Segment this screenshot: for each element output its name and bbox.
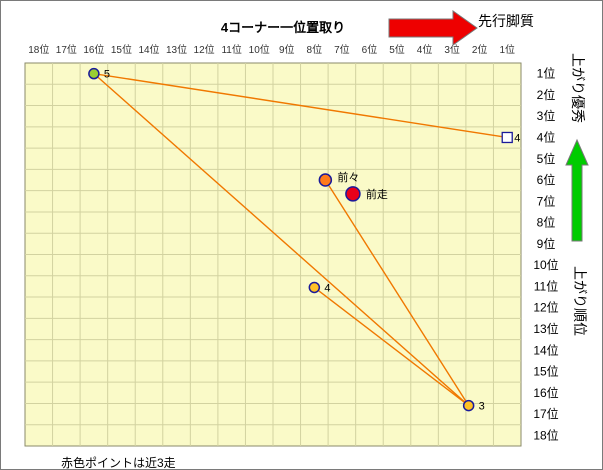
top-tick-label: 4位 xyxy=(417,43,433,56)
series-line xyxy=(93,73,470,407)
top-tick-label: 7位 xyxy=(334,43,350,56)
point-label: 4 xyxy=(324,282,330,294)
right-tick-label: 4位 xyxy=(537,129,556,144)
right-axis-ticks: 1位 2位 3位 4位 5位 6位 7位 8位 9位 10位 11位 12位 13位 14位 15位 16位 1… xyxy=(533,66,558,443)
green-arrow-icon xyxy=(565,138,589,242)
top-tick-label: 6位 xyxy=(362,43,378,56)
top-tick-label: 12位 xyxy=(194,43,215,56)
top-tick-label: 9位 xyxy=(279,43,295,56)
series-line xyxy=(324,179,470,406)
right-tick-label: 9位 xyxy=(537,236,556,251)
right-axis-label: 上がり順位 xyxy=(572,266,588,336)
top-tick-label: 13位 xyxy=(166,43,187,56)
top-tick-label: 10位 xyxy=(249,43,270,56)
series-lines xyxy=(93,72,508,407)
point-label: 5 xyxy=(104,69,110,81)
right-tick-label: 14位 xyxy=(533,342,558,357)
top-tick-label: 2位 xyxy=(472,43,488,56)
top-axis-ticks: 18位 17位 16位 15位 14位 13位 12位 11位 10位 9位 8位 7位 6位 5位 4位 3… xyxy=(28,43,515,56)
top-tick-label: 1位 xyxy=(499,43,515,56)
point-label: 前走 xyxy=(366,187,388,201)
point-label: 前々 xyxy=(337,170,359,184)
right-tick-label: 13位 xyxy=(533,321,558,336)
chart-title: 4コーナー一位置取り xyxy=(221,20,345,35)
top-tick-label: 8位 xyxy=(307,43,323,56)
right-arrow-label: 上がり優秀 xyxy=(570,53,586,123)
red-arrow-icon xyxy=(388,10,478,46)
right-tick-label: 16位 xyxy=(533,385,558,400)
top-arrow-label: 先行脚質 xyxy=(478,13,534,29)
data-point xyxy=(345,186,361,202)
right-tick-label: 5位 xyxy=(537,151,556,166)
top-tick-label: 15位 xyxy=(111,43,132,56)
right-tick-label: 12位 xyxy=(533,300,558,315)
right-tick-label: 15位 xyxy=(533,364,558,379)
data-point xyxy=(462,399,475,412)
data-point xyxy=(318,173,333,187)
data-point xyxy=(308,281,321,294)
point-label: 3 xyxy=(479,401,485,413)
right-tick-label: 2位 xyxy=(537,87,556,102)
right-tick-label: 11位 xyxy=(534,278,558,293)
right-tick-label: 1位 xyxy=(537,66,556,81)
top-tick-label: 16位 xyxy=(83,43,104,56)
top-tick-label: 17位 xyxy=(56,43,77,56)
right-tick-label: 6位 xyxy=(537,172,556,187)
point-label: 4 xyxy=(514,132,520,144)
right-tick-label: 18位 xyxy=(533,427,558,442)
footnote: 赤色ポイントは近3走 xyxy=(61,456,176,469)
right-tick-label: 10位 xyxy=(533,257,558,272)
data-point xyxy=(88,67,100,80)
top-tick-label: 11位 xyxy=(221,43,241,56)
top-tick-label: 14位 xyxy=(138,43,159,56)
series-line xyxy=(93,72,508,139)
right-tick-label: 7位 xyxy=(537,193,556,208)
series-line xyxy=(313,286,470,407)
top-tick-label: 18位 xyxy=(28,43,49,56)
top-tick-label: 5位 xyxy=(389,43,405,56)
right-tick-label: 3位 xyxy=(537,108,556,123)
right-tick-label: 17位 xyxy=(533,406,558,421)
data-point xyxy=(501,131,513,144)
top-tick-label: 3位 xyxy=(444,43,460,56)
grid xyxy=(25,63,521,446)
right-tick-label: 8位 xyxy=(537,215,556,230)
